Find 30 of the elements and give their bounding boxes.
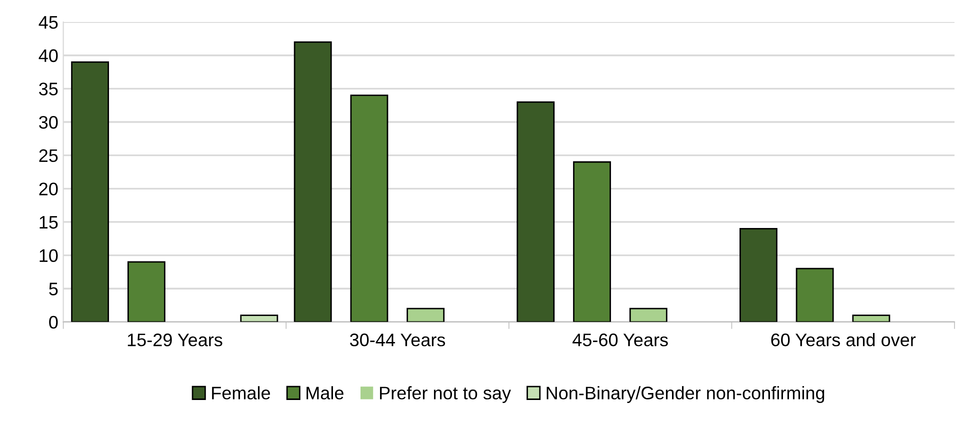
y-tick-label: 45	[38, 16, 58, 29]
y-tick-label: 0	[49, 316, 58, 329]
bar	[350, 94, 388, 322]
y-tick-label: 20	[39, 182, 58, 196]
bar	[240, 314, 278, 322]
x-tick-label: 45-60 Years	[572, 334, 668, 346]
legend-label: Male	[306, 386, 344, 400]
bar	[71, 61, 110, 322]
bar	[127, 261, 166, 322]
y-tick-label: 15	[40, 216, 58, 229]
x-tick-label: 15-29 Years	[128, 334, 222, 346]
bar	[796, 268, 834, 322]
y-tick-label: 25	[39, 149, 58, 162]
bar	[852, 314, 890, 322]
bar	[516, 101, 555, 322]
y-tick-label: 30	[39, 116, 58, 129]
legend-label: Prefer not to say	[380, 386, 511, 403]
legend-label: Female	[212, 386, 270, 400]
y-tick-label: 10	[40, 249, 58, 262]
y-tick-label: 40	[38, 49, 58, 62]
bar	[573, 161, 611, 322]
x-tick-label: 60 Years and over	[771, 333, 916, 346]
bar	[406, 308, 445, 322]
bar	[294, 41, 332, 322]
x-tick-label: 30-44 Years	[350, 334, 446, 346]
y-tick-label: 5	[49, 282, 58, 296]
y-tick-label: 35	[39, 82, 58, 96]
bar	[739, 228, 778, 322]
bar	[629, 308, 668, 322]
legend-label: Non-Binary/Gender non-confirming	[546, 386, 824, 403]
